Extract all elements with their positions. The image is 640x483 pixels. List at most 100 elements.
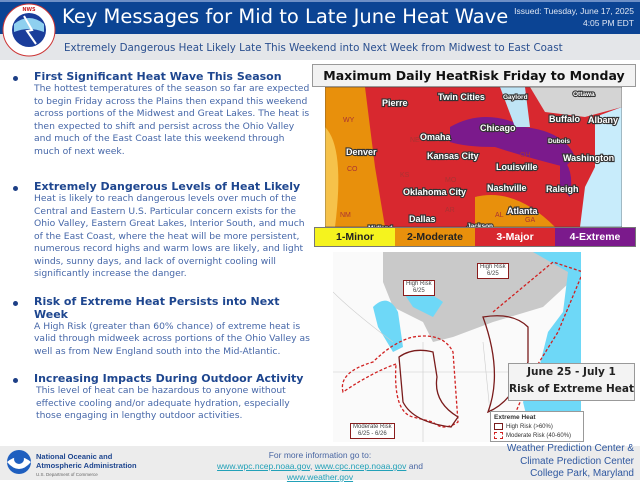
city-label: Buffalo: [549, 114, 580, 124]
legend-moderate: 2-Moderate: [395, 228, 475, 246]
dashed-swatch: [494, 432, 503, 439]
subtitle: Extremely Dangerous Heat Likely Late Thi…: [64, 42, 563, 54]
tag-label: Moderate Risk: [353, 424, 392, 430]
sep: ,: [309, 461, 315, 471]
city-label: Chicago: [480, 123, 516, 133]
city-label: Louisville: [496, 162, 538, 172]
state-label: MO: [445, 177, 457, 184]
state-label: NM: [340, 212, 351, 219]
city-label: Albany: [588, 115, 618, 125]
wpc-line1: Weather Prediction Center &: [506, 443, 634, 454]
state-label: AR: [445, 207, 455, 214]
nws-logo: NWS: [2, 3, 56, 57]
issued-time: 4:05 PM EDT: [582, 18, 634, 28]
info-text: For more information go to:: [268, 450, 372, 460]
state-label: AL: [495, 212, 504, 219]
city-label: Denver: [346, 147, 377, 157]
tag-date: 6/25: [487, 271, 499, 277]
state-label: CO: [347, 166, 358, 173]
city-label: Dubois: [548, 138, 570, 145]
city-label: Pierre: [382, 98, 408, 108]
bullet-icon: [13, 186, 18, 191]
map-caption: Risk of Extreme Heat: [509, 383, 635, 395]
message-text: This level of heat can be hazardous to a…: [36, 385, 290, 421]
noaa-dept: U.S. Department of Commerce: [36, 472, 98, 477]
message-heading: Risk of Extreme Heat Persists into Next …: [34, 294, 280, 321]
message-heading: First Significant Heat Wave This Season: [34, 70, 282, 83]
state-label: WY: [343, 117, 355, 124]
issued-date: Issued: Tuesday, June 17, 2025: [514, 6, 634, 16]
subtitle-bar: Extremely Dangerous Heat Likely Late Thi…: [0, 34, 640, 60]
and: and: [406, 461, 423, 471]
svg-text:NWS: NWS: [22, 7, 36, 13]
extreme-heat-label: June 25 - July 1 Risk of Extreme Heat: [508, 363, 635, 401]
heatrisk-map: Pierre Twin Cities Gaylord Ottawa Chicago Buf…: [325, 87, 622, 227]
city-label: Nashville: [487, 183, 527, 193]
state-label: GA: [525, 217, 535, 224]
key-message: Extremely Dangerous Levels of Heat Likel…: [10, 180, 310, 281]
noaa-name: National Oceanic and Atmospheric Administ…: [36, 452, 137, 479]
tag-label: High Risk: [480, 264, 506, 270]
state-label: NE: [410, 137, 420, 144]
city-label: Dallas: [409, 214, 436, 224]
key-message: Risk of Extreme Heat Persists into Next …: [10, 295, 310, 359]
city-label: Raleigh: [546, 184, 579, 194]
page-title: Key Messages for Mid to Late June Heat W…: [62, 5, 509, 28]
legend-moderate-label: Moderate Risk (40-60%): [506, 432, 572, 439]
city-label: Gaylord: [503, 94, 528, 101]
footer: [0, 446, 640, 480]
date-range: June 25 - July 1: [527, 366, 616, 378]
message-text: The hottest temperatures of the season s…: [34, 83, 310, 157]
legend-moderate: Moderate Risk (40-60%): [494, 432, 580, 439]
bullet-icon: [13, 378, 18, 383]
heatrisk-legend: 1-Minor 2-Moderate 3-Major 4-Extreme: [314, 227, 636, 247]
city-label: Washington: [563, 153, 614, 163]
city-label: Oklahoma City: [403, 187, 466, 197]
legend-minor: 1-Minor: [315, 228, 395, 246]
legend-extreme: 4-Extreme: [555, 228, 635, 246]
city-label: Omaha: [420, 132, 452, 142]
legend-title: Extreme Heat: [494, 414, 536, 421]
key-message: Increasing Impacts During Outdoor Activi…: [10, 372, 310, 423]
legend-high: High Risk (>60%): [494, 423, 580, 430]
solid-swatch: [494, 423, 503, 430]
wpc-line3: College Park, Maryland: [530, 468, 634, 479]
high-risk-tag: High Risk 6/25: [403, 280, 435, 296]
center-name: Weather Prediction Center & Climate Predi…: [507, 443, 634, 481]
bullet-icon: [13, 300, 18, 306]
message-heading: Extremely Dangerous Levels of Heat Likel…: [34, 180, 301, 193]
noaa-logo: [7, 450, 31, 474]
legend-high-label: High Risk (>60%): [506, 423, 553, 430]
city-label: Atlanta: [507, 206, 538, 216]
heatrisk-map-title: Maximum Daily HeatRisk Friday to Monday: [312, 64, 636, 87]
city-label: Ottawa: [573, 91, 595, 98]
city-label: Twin Cities: [438, 92, 485, 102]
key-message: First Significant Heat Wave This Season T…: [10, 70, 310, 158]
moderate-risk-tag: Moderate Risk 6/25 - 6/26: [350, 423, 395, 439]
wpc-line2: Climate Prediction Center: [520, 455, 634, 467]
wpc-link[interactable]: www.wpc.ncep.noaa.gov: [217, 461, 310, 471]
city-label: Kansas City: [427, 151, 479, 161]
state-label: KS: [400, 172, 410, 179]
cpc-link[interactable]: www.cpc.ncep.noaa.gov: [314, 461, 407, 471]
tag-label: High Risk: [406, 281, 432, 287]
city-label: Midland: [368, 225, 393, 227]
tag-date: 6/25: [413, 288, 425, 294]
city-label: Jackson: [467, 223, 493, 227]
message-text: A High Risk (greater than 60% chance) of…: [34, 320, 310, 357]
bullet-icon: [13, 76, 18, 81]
legend-major: 3-Major: [475, 228, 555, 246]
header-bar: [0, 0, 640, 34]
key-messages: First Significant Heat Wave This Season T…: [10, 70, 310, 437]
extreme-heat-legend: Extreme Heat High Risk (>60%) Moderate R…: [490, 411, 584, 442]
high-risk-tag: High Risk 6/25: [477, 263, 509, 279]
tag-date: 6/25 - 6/26: [358, 431, 387, 437]
message-text: Heat is likely to reach dangerous levels…: [34, 193, 305, 279]
message-heading: Increasing Impacts During Outdoor Activi…: [34, 372, 304, 385]
issued-info: Issued: Tuesday, June 17, 2025 4:05 PM ED…: [514, 5, 634, 29]
info-links: For more information go to: www.wpc.ncep.…: [200, 450, 440, 483]
state-label: OH: [520, 152, 531, 159]
noaa-line1: National Oceanic and: [36, 452, 113, 461]
noaa-line2: Atmospheric Administration: [36, 461, 137, 470]
weather-gov-link[interactable]: www.weather.gov: [286, 472, 354, 482]
